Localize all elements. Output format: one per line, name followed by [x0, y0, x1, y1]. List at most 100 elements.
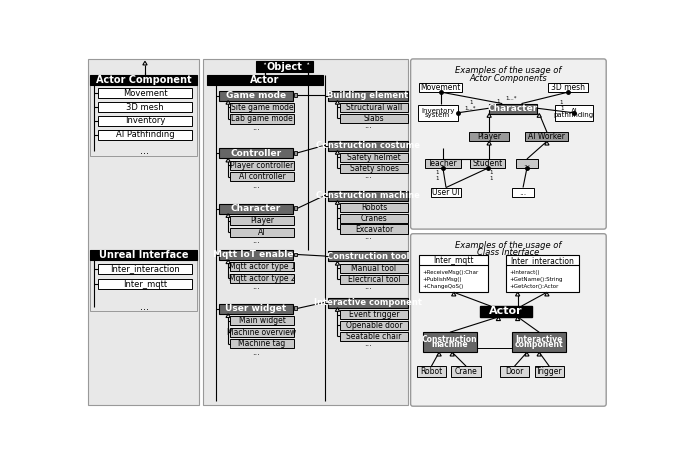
FancyBboxPatch shape	[219, 250, 293, 260]
Polygon shape	[226, 260, 231, 263]
Text: Inventory: Inventory	[421, 107, 454, 113]
Text: Construction tool: Construction tool	[327, 252, 409, 261]
Text: Inter_interaction: Inter_interaction	[511, 256, 575, 265]
Text: ...: ...	[523, 159, 530, 168]
Polygon shape	[306, 61, 311, 65]
Polygon shape	[496, 317, 500, 320]
Text: Construction: Construction	[422, 335, 478, 344]
FancyBboxPatch shape	[500, 366, 530, 377]
Text: +GetActor():Actor: +GetActor():Actor	[509, 284, 559, 289]
FancyBboxPatch shape	[231, 339, 294, 348]
Polygon shape	[450, 353, 454, 356]
Text: system: system	[425, 112, 450, 118]
Text: AI: AI	[258, 228, 266, 237]
Text: Building element: Building element	[327, 91, 409, 100]
Text: Game mode: Game mode	[226, 91, 286, 100]
FancyBboxPatch shape	[98, 116, 192, 126]
FancyBboxPatch shape	[425, 159, 460, 168]
FancyBboxPatch shape	[328, 140, 407, 151]
Text: +GetName():String: +GetName():String	[509, 277, 563, 282]
FancyBboxPatch shape	[231, 262, 294, 271]
Text: Robot: Robot	[420, 367, 443, 376]
Text: Electrical tool: Electrical tool	[348, 274, 400, 284]
FancyBboxPatch shape	[98, 102, 192, 112]
Text: AI Pathfinding: AI Pathfinding	[116, 130, 174, 139]
FancyBboxPatch shape	[207, 75, 323, 85]
Text: ...: ...	[252, 348, 260, 357]
Text: 1: 1	[490, 170, 493, 175]
Text: ...: ...	[364, 339, 372, 348]
Polygon shape	[452, 292, 456, 296]
Text: component: component	[515, 340, 563, 349]
Text: 1: 1	[436, 176, 439, 181]
FancyBboxPatch shape	[340, 224, 408, 234]
FancyBboxPatch shape	[340, 310, 408, 319]
FancyBboxPatch shape	[219, 204, 293, 214]
Text: Actor Component: Actor Component	[96, 75, 191, 85]
Text: Construction machine: Construction machine	[316, 191, 420, 200]
FancyBboxPatch shape	[203, 59, 407, 405]
FancyBboxPatch shape	[340, 113, 408, 123]
Text: Actor Components: Actor Components	[470, 74, 547, 83]
Text: ...: ...	[252, 123, 260, 132]
FancyBboxPatch shape	[418, 105, 458, 121]
Text: Excavator: Excavator	[355, 224, 393, 234]
FancyBboxPatch shape	[534, 366, 564, 377]
FancyBboxPatch shape	[506, 255, 579, 292]
Text: Unreal Interface: Unreal Interface	[99, 250, 188, 260]
Text: 1: 1	[561, 106, 564, 112]
FancyBboxPatch shape	[452, 366, 481, 377]
Polygon shape	[544, 292, 549, 296]
Text: ...: ...	[252, 282, 260, 291]
Text: Mqtt actor type 2: Mqtt actor type 2	[228, 274, 296, 283]
Text: Main widget: Main widget	[239, 316, 285, 325]
FancyBboxPatch shape	[219, 90, 293, 101]
Text: Construction costume: Construction costume	[316, 141, 420, 150]
Text: Mqtt actor type 1: Mqtt actor type 1	[228, 263, 296, 271]
FancyBboxPatch shape	[340, 321, 408, 330]
FancyBboxPatch shape	[513, 332, 566, 353]
Text: Inter_mqtt: Inter_mqtt	[433, 256, 474, 265]
Text: Event trigger: Event trigger	[348, 310, 399, 319]
FancyBboxPatch shape	[549, 83, 589, 92]
FancyBboxPatch shape	[90, 75, 197, 156]
Text: 3D mesh: 3D mesh	[551, 83, 586, 92]
Text: Examples of the usage of: Examples of the usage of	[455, 241, 561, 250]
FancyBboxPatch shape	[431, 188, 462, 197]
Text: Player: Player	[477, 132, 501, 141]
Text: ...: ...	[140, 146, 149, 157]
Text: Actor: Actor	[490, 307, 523, 317]
Text: Movement: Movement	[123, 89, 167, 98]
FancyBboxPatch shape	[98, 130, 192, 140]
Text: Inter_interaction: Inter_interaction	[110, 264, 180, 273]
Text: 1: 1	[436, 170, 439, 175]
Text: ...: ...	[364, 282, 372, 291]
Text: Door: Door	[505, 367, 523, 376]
Polygon shape	[537, 113, 541, 118]
Text: Cranes: Cranes	[361, 214, 387, 223]
Text: ...: ...	[252, 181, 260, 190]
FancyBboxPatch shape	[328, 190, 407, 201]
FancyBboxPatch shape	[231, 328, 294, 337]
Text: Slabs: Slabs	[363, 114, 384, 123]
Polygon shape	[515, 317, 520, 320]
Polygon shape	[263, 61, 267, 65]
Text: ...: ...	[519, 188, 527, 196]
Text: Movement: Movement	[420, 83, 461, 92]
Text: ...: ...	[252, 236, 260, 245]
Text: ...: ...	[364, 172, 372, 180]
FancyBboxPatch shape	[480, 306, 532, 317]
FancyBboxPatch shape	[98, 264, 192, 274]
Text: Inventory: Inventory	[125, 117, 165, 125]
Text: Machine overview: Machine overview	[227, 328, 296, 337]
Text: Student: Student	[473, 159, 503, 168]
Text: +PublishMsg(): +PublishMsg()	[422, 277, 462, 282]
Polygon shape	[226, 101, 231, 104]
Text: Interactive component: Interactive component	[314, 298, 422, 307]
Text: Player controller: Player controller	[231, 161, 294, 170]
Text: Structural wall: Structural wall	[346, 103, 402, 112]
FancyBboxPatch shape	[516, 159, 538, 168]
Polygon shape	[226, 158, 231, 162]
Text: 1: 1	[560, 101, 563, 105]
FancyBboxPatch shape	[219, 304, 293, 314]
